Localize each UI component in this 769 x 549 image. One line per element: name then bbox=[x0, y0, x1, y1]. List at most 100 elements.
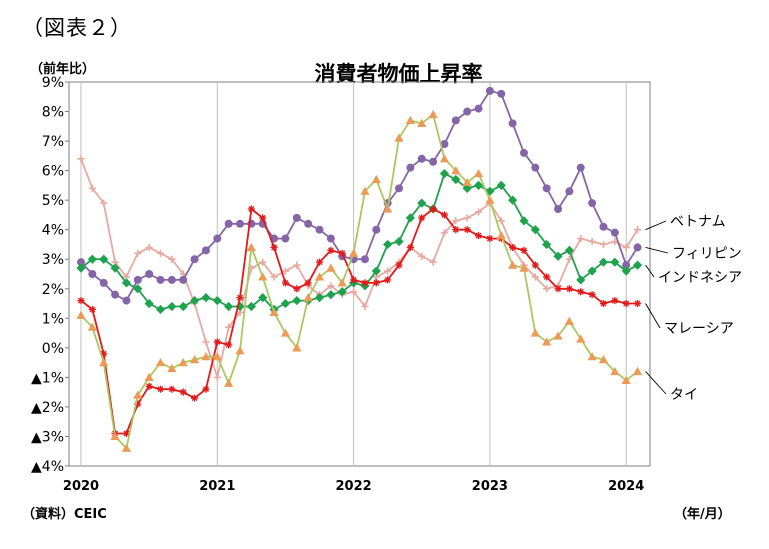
data-point bbox=[599, 299, 608, 308]
data-point bbox=[519, 148, 528, 157]
data-point bbox=[473, 168, 484, 178]
data-point bbox=[474, 232, 483, 240]
data-point bbox=[610, 228, 619, 237]
data-point bbox=[349, 288, 358, 296]
data-point bbox=[406, 163, 415, 172]
data-point bbox=[622, 261, 631, 270]
data-point bbox=[178, 358, 188, 367]
data-point bbox=[326, 290, 336, 300]
data-point bbox=[508, 195, 518, 205]
data-point bbox=[405, 213, 415, 223]
y-tick-label: 6% bbox=[42, 164, 64, 180]
data-point bbox=[156, 275, 165, 284]
data-point bbox=[429, 258, 437, 266]
data-point bbox=[292, 343, 302, 352]
data-point bbox=[463, 214, 471, 222]
data-point bbox=[462, 183, 472, 193]
data-point bbox=[303, 293, 313, 302]
data-point bbox=[531, 163, 540, 172]
data-point bbox=[258, 272, 268, 281]
data-point bbox=[280, 298, 291, 309]
series-line bbox=[80, 172, 639, 311]
data-point bbox=[155, 304, 166, 315]
data-point bbox=[99, 254, 109, 264]
plot-frame bbox=[68, 81, 651, 467]
data-point bbox=[439, 154, 450, 163]
data-point bbox=[77, 296, 85, 305]
x-tick-label: 2022 bbox=[336, 479, 372, 494]
data-point bbox=[259, 258, 267, 266]
data-point bbox=[144, 372, 154, 381]
data-point bbox=[225, 341, 233, 349]
data-point bbox=[111, 290, 120, 299]
series-line bbox=[80, 207, 638, 435]
data-point bbox=[348, 248, 359, 257]
data-point bbox=[428, 109, 438, 119]
data-point bbox=[213, 373, 221, 381]
data-point bbox=[168, 255, 176, 263]
data-point bbox=[179, 275, 188, 284]
series-2 bbox=[76, 168, 643, 315]
data-point bbox=[496, 231, 506, 240]
data-point bbox=[167, 275, 176, 284]
data-point bbox=[133, 284, 143, 294]
data-point bbox=[99, 278, 108, 287]
data-point bbox=[440, 229, 449, 237]
data-point bbox=[326, 263, 336, 272]
y-tick-label: 9% bbox=[42, 75, 64, 91]
data-point bbox=[543, 273, 551, 281]
data-point bbox=[451, 174, 461, 185]
data-point bbox=[621, 266, 631, 276]
data-point bbox=[201, 352, 211, 361]
data-point bbox=[440, 211, 449, 219]
data-point bbox=[87, 322, 97, 331]
data-point bbox=[588, 237, 596, 246]
data-point bbox=[417, 154, 426, 163]
data-point bbox=[122, 429, 131, 438]
data-point bbox=[429, 205, 437, 213]
data-point bbox=[360, 186, 370, 195]
data-point bbox=[167, 363, 177, 373]
data-point bbox=[554, 205, 563, 214]
data-point bbox=[577, 234, 585, 243]
data-point bbox=[542, 239, 552, 250]
data-point bbox=[519, 216, 529, 226]
data-point bbox=[553, 251, 563, 261]
data-point bbox=[77, 155, 85, 163]
data-point bbox=[270, 243, 278, 252]
data-point bbox=[440, 140, 449, 149]
data-point bbox=[519, 263, 529, 272]
data-point bbox=[429, 157, 438, 166]
data-point bbox=[292, 295, 302, 306]
data-point bbox=[202, 338, 210, 346]
data-point bbox=[293, 285, 301, 293]
data-point bbox=[293, 261, 301, 269]
data-point bbox=[201, 246, 210, 255]
data-point bbox=[474, 208, 483, 216]
data-point bbox=[201, 293, 211, 303]
data-point bbox=[395, 184, 404, 193]
data-point bbox=[145, 243, 153, 252]
data-point bbox=[610, 366, 620, 376]
data-point bbox=[496, 180, 506, 190]
data-point bbox=[280, 328, 291, 337]
y-axis-unit-label: （前年比） bbox=[30, 62, 96, 77]
data-point bbox=[565, 187, 574, 196]
data-point bbox=[576, 334, 586, 343]
data-point bbox=[417, 198, 427, 208]
y-tick-label: ▲3% bbox=[31, 429, 64, 445]
data-point bbox=[247, 205, 255, 213]
data-point bbox=[473, 180, 484, 190]
data-point bbox=[110, 263, 120, 273]
data-point bbox=[417, 118, 427, 127]
data-point bbox=[77, 258, 85, 267]
data-point bbox=[212, 352, 222, 361]
figure-label: （図表２） bbox=[22, 16, 132, 40]
data-point bbox=[246, 301, 256, 312]
data-point bbox=[621, 375, 631, 384]
data-point bbox=[281, 279, 290, 287]
data-point bbox=[554, 285, 562, 293]
data-point bbox=[327, 246, 335, 254]
data-point bbox=[384, 276, 392, 284]
data-point bbox=[406, 243, 414, 252]
